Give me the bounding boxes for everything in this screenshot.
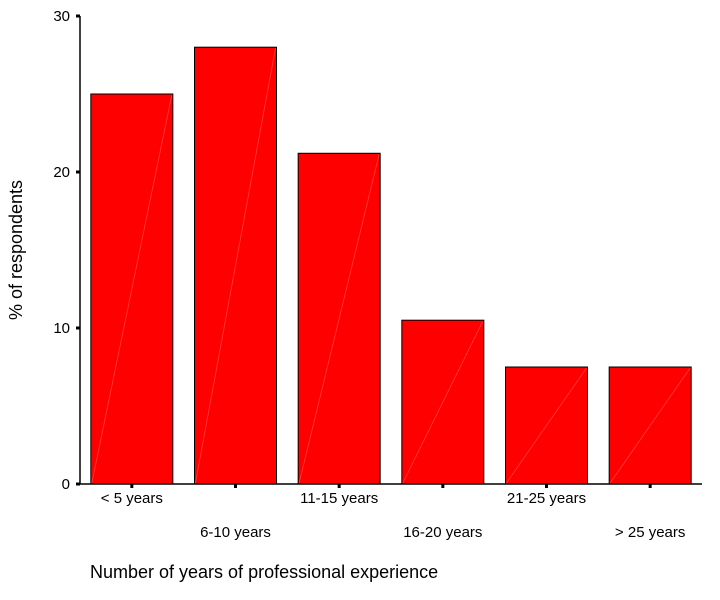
bar-sheen	[195, 48, 276, 484]
bar-sheen	[506, 367, 587, 484]
y-tick-label: 10	[53, 320, 70, 337]
y-tick-labels: 0 10 20 30	[53, 8, 70, 493]
x-tick-label: > 25 years	[615, 524, 685, 541]
bar-sheen	[402, 321, 484, 484]
chart-bars	[90, 46, 692, 485]
x-tick-label: 6-10 years	[200, 524, 271, 541]
x-tick-label: 16-20 years	[403, 524, 482, 541]
x-tick-label: < 5 years	[101, 490, 163, 507]
y-tick-label: 0	[62, 476, 70, 493]
y-axis-label: % of respondents	[6, 180, 26, 320]
y-tick-label: 20	[53, 164, 70, 181]
y-tick-label: 30	[53, 8, 70, 25]
chart-axes	[76, 14, 702, 488]
x-tick-label: 21-25 years	[507, 490, 586, 507]
bar-sheen	[91, 94, 173, 484]
bar-sheen	[298, 154, 380, 484]
x-tick-labels: < 5 years 6-10 years 11-15 years 16-20 year…	[101, 490, 686, 541]
bar-sheen	[609, 367, 691, 484]
x-tick-label: 11-15 years	[300, 490, 378, 507]
x-axis-label: Number of years of professional experien…	[90, 562, 438, 582]
